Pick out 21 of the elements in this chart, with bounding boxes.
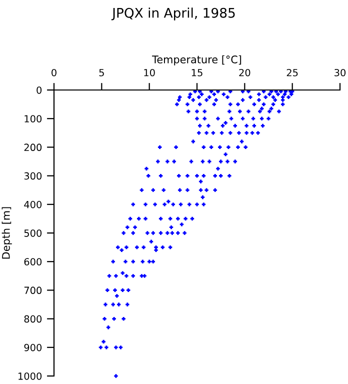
y-tick-label: 600 [24,258,42,266]
y-tick-label: 0 [36,86,42,94]
y-tick-label: 800 [24,315,42,323]
y-tick-label: 100 [24,115,42,122]
x-tick-label: 15 [192,69,202,76]
y-tick-label: 700 [24,286,42,294]
y-tick-label: 1000 [18,372,42,380]
y-tick-label: 900 [24,344,42,352]
x-tick-label: 5 [99,69,104,76]
y-tick-label: 500 [24,229,42,237]
x-tick-label: 30 [334,68,346,76]
chart-title: JPQX in April, 1985 [111,8,235,20]
y-tick-label: 200 [24,144,42,152]
x-tick-label: 0 [52,68,56,76]
x-tick-label: 20 [239,68,250,76]
y-tick-label: 400 [24,200,42,208]
x-axis-title: Temperature [°C] [152,55,242,66]
y-tick-label: 300 [24,172,42,180]
x-tick-label: 10 [144,68,155,76]
y-axis-title: Depth [m] [2,207,12,259]
x-tick-label: 25 [286,68,298,76]
